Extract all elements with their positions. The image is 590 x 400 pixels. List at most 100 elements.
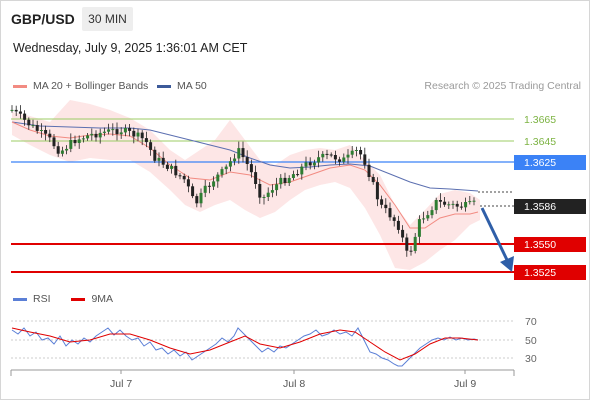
candle-body-13: [65, 148, 69, 151]
candle-body-17: [81, 138, 85, 140]
rsi-level-70-label: 70: [525, 316, 537, 328]
svg-text:1.3525: 1.3525: [524, 267, 556, 279]
svg-text:1.3625: 1.3625: [524, 157, 556, 169]
candle-body-78: [338, 159, 342, 162]
candle-body-91: [392, 217, 396, 221]
candle-body-26: [119, 132, 123, 135]
candle-body-31: [140, 132, 144, 139]
candle-body-48: [212, 181, 216, 187]
candle-body-34: [153, 149, 157, 161]
ma50-label: MA 50: [177, 80, 207, 92]
candle-body-8: [44, 130, 48, 134]
rsi-swatch: [13, 297, 27, 301]
candle-body-19: [90, 133, 94, 136]
candle-body-51: [224, 166, 228, 170]
timeframe-badge[interactable]: 30 MIN: [82, 7, 133, 31]
rsi-ma-label: 9MA: [91, 293, 114, 305]
candle-body-29: [132, 130, 136, 137]
candle-body-83: [359, 150, 363, 155]
price-label-1-3586: 1.3586: [514, 199, 586, 214]
svg-text:1.3550: 1.3550: [524, 239, 556, 251]
rsi-line: [11, 327, 479, 367]
candle-body-28: [128, 128, 132, 131]
candle-body-92: [396, 220, 400, 230]
candle-body-11: [56, 146, 60, 154]
candle-body-49: [216, 174, 220, 182]
candle-body-61: [266, 192, 270, 197]
svg-text:1.3645: 1.3645: [524, 136, 556, 148]
candle-body-59: [258, 184, 262, 198]
candle-body-84: [363, 154, 367, 165]
candle-body-52: [228, 161, 232, 167]
candle-body-32: [144, 138, 148, 143]
candle-body-3: [23, 113, 27, 120]
candle-body-108: [464, 202, 468, 208]
candle-body-70: [304, 162, 308, 167]
price-label-1-3525: 1.3525: [514, 265, 586, 280]
ma20-label: MA 20 + Bollinger Bands: [33, 80, 149, 92]
candle-body-68: [296, 174, 300, 176]
rsi-level-50-label: 50: [525, 335, 537, 347]
x-label-jul7: Jul 7: [110, 378, 132, 390]
candle-body-75: [325, 153, 329, 155]
candle-body-105: [451, 203, 455, 205]
price-label-1-3625: 1.3625: [514, 155, 586, 170]
candle-body-14: [69, 140, 73, 149]
candle-body-6: [35, 125, 39, 131]
rsi-label: RSI: [33, 293, 51, 305]
candle-body-62: [270, 190, 274, 193]
x-label-jul8: Jul 8: [283, 378, 305, 390]
candle-body-7: [39, 130, 43, 131]
candle-body-1: [14, 109, 18, 112]
legend-ma20: MA 20 + Bollinger Bands: [13, 80, 148, 92]
candle-body-45: [199, 192, 203, 204]
price-label-1-3550: 1.3550: [514, 237, 586, 252]
candle-body-50: [220, 169, 224, 175]
candle-body-69: [300, 166, 304, 175]
candle-body-65: [283, 177, 287, 183]
rsi-ma-swatch: [71, 297, 86, 301]
candle-body-72: [312, 162, 316, 166]
candle-body-89: [384, 204, 388, 209]
candle-body-40: [178, 175, 182, 177]
rsi-legend: RSI 9MA: [13, 293, 113, 305]
timestamp: Wednesday, July 9, 2025 1:36:01 AM CET: [13, 41, 248, 55]
candle-body-21: [98, 132, 102, 138]
candle-body-0: [10, 109, 14, 111]
candle-body-82: [354, 150, 358, 151]
candle-body-71: [308, 162, 312, 166]
candle-body-16: [77, 139, 81, 143]
candle-body-10: [52, 137, 56, 147]
candle-body-64: [279, 177, 283, 185]
candle-body-5: [31, 125, 35, 127]
candle-body-55: [241, 148, 245, 158]
forecast-arrowhead: [500, 256, 514, 272]
price-label-1-3645: 1.3645: [524, 136, 556, 148]
candle-body-15: [73, 140, 77, 144]
candle-body-47: [207, 185, 211, 187]
candle-body-107: [459, 206, 463, 208]
candle-body-110: [472, 200, 476, 202]
forecast-arrow-line: [480, 207, 510, 263]
symbol-title: GBP/USD: [11, 11, 75, 27]
candle-body-53: [233, 158, 237, 162]
candle-body-103: [443, 201, 447, 205]
candle-body-73: [317, 157, 321, 163]
ma20-swatch: [13, 84, 27, 88]
candle-body-22: [102, 131, 106, 133]
candle-body-77: [333, 155, 337, 160]
candle-body-74: [321, 153, 325, 158]
candle-body-4: [27, 119, 31, 126]
candle-body-109: [468, 201, 472, 203]
candle-body-58: [254, 172, 258, 184]
candle-body-90: [388, 208, 392, 218]
attribution: Research © 2025 Trading Central: [424, 80, 581, 92]
candle-body-99: [426, 215, 430, 219]
candle-body-2: [18, 111, 22, 114]
candle-body-42: [186, 179, 190, 187]
candle-body-79: [342, 157, 346, 162]
candle-body-33: [149, 142, 153, 150]
rsi-level-30-label: 30: [525, 353, 537, 365]
candle-body-57: [249, 164, 253, 173]
